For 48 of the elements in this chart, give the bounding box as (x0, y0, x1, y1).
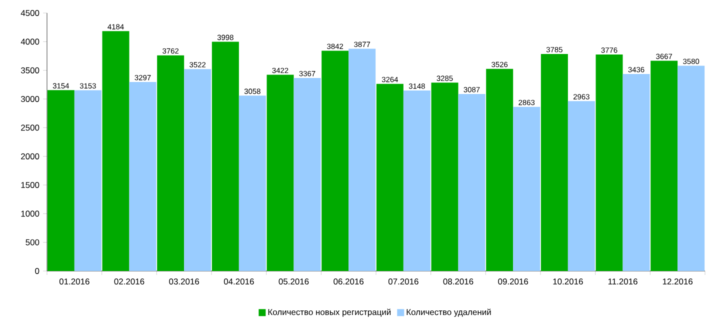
bar (568, 101, 595, 271)
bar (129, 82, 156, 271)
y-tick-label: 4000 (20, 38, 40, 45)
x-tick-label: 09.2016 (498, 278, 528, 285)
x-tick-label: 06.2016 (334, 278, 364, 285)
bar (322, 50, 349, 271)
bar (157, 55, 184, 271)
x-tick-label: 10.2016 (553, 278, 583, 285)
y-tick-label: 0 (35, 268, 40, 274)
x-tick-label: 05.2016 (278, 278, 309, 285)
y-tick-label: 2000 (21, 153, 40, 160)
x-tick-label: 03.2016 (169, 278, 200, 285)
x-tick-label: 08.2016 (443, 278, 474, 285)
legend-label: Количество удалений (406, 308, 491, 317)
x-tick-label: 11.2016 (608, 278, 638, 285)
y-tick-label: 3000 (20, 96, 40, 102)
y-tick-label: 2500 (21, 124, 40, 131)
bar (74, 90, 102, 271)
bar (403, 90, 430, 271)
bar (376, 84, 404, 271)
x-tick-label: 12.2016 (662, 278, 693, 285)
bar (102, 31, 130, 271)
bar (678, 66, 705, 271)
bar (513, 106, 540, 271)
x-tick-label: 01.2016 (59, 278, 90, 285)
bar (47, 90, 74, 271)
bar (238, 96, 266, 271)
bar (348, 48, 376, 271)
y-tick-label: 3500 (20, 67, 40, 74)
bar (266, 74, 294, 271)
bar (212, 42, 239, 271)
bar (184, 69, 212, 271)
y-tick-label: 4500 (20, 10, 40, 16)
bar (596, 54, 623, 271)
bar (294, 78, 321, 271)
y-tick-label: 500 (26, 239, 40, 246)
bar (540, 54, 568, 271)
y-tick-label: 1000 (21, 210, 40, 217)
legend-label: Количество новых регистраций (268, 308, 391, 317)
x-tick-label: 07.2016 (388, 278, 418, 285)
bar (650, 60, 678, 271)
bar (431, 82, 458, 271)
bar (458, 94, 486, 271)
bar (622, 74, 650, 271)
bar (486, 68, 514, 271)
y-tick-label: 1500 (21, 182, 40, 188)
x-tick-label: 04.2016 (224, 278, 254, 285)
x-tick-label: 02.2016 (114, 278, 144, 285)
